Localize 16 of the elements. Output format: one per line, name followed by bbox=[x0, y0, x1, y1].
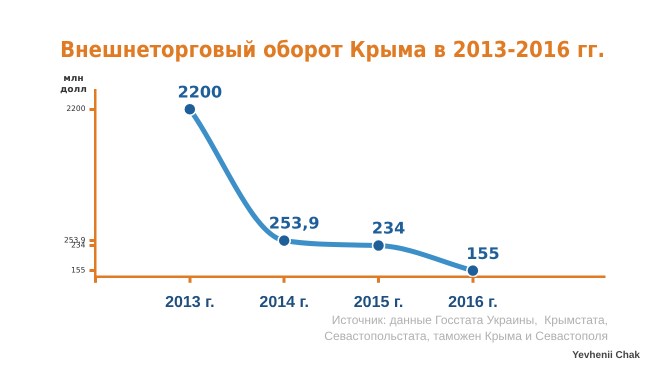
chart-title: Внешнеторговый оборот Крыма в 2013-2016 гг. bbox=[60, 36, 605, 62]
data-label: 234 bbox=[372, 218, 406, 238]
text: Источник: данные Госстата Украины, Крымстата, Севастопольстата, таможен Крыма и Севастополя bbox=[324, 313, 608, 344]
x-tick-label: 2016 г. bbox=[448, 294, 498, 311]
point bbox=[466, 264, 480, 277]
point bbox=[372, 238, 386, 252]
y-axis-title: млн долл bbox=[60, 74, 87, 96]
x-tick-label: 2013 г. bbox=[165, 294, 215, 311]
x-tick-label: 2015 г. bbox=[354, 294, 404, 311]
point bbox=[183, 102, 197, 116]
x-tick-label: 2014 г. bbox=[259, 294, 309, 311]
point bbox=[277, 234, 291, 248]
data-label: 253,9 bbox=[268, 214, 320, 233]
data-label: 155 bbox=[466, 244, 500, 263]
data-label: 2200 bbox=[178, 82, 222, 102]
text: Yevhenii Chak bbox=[572, 350, 640, 361]
